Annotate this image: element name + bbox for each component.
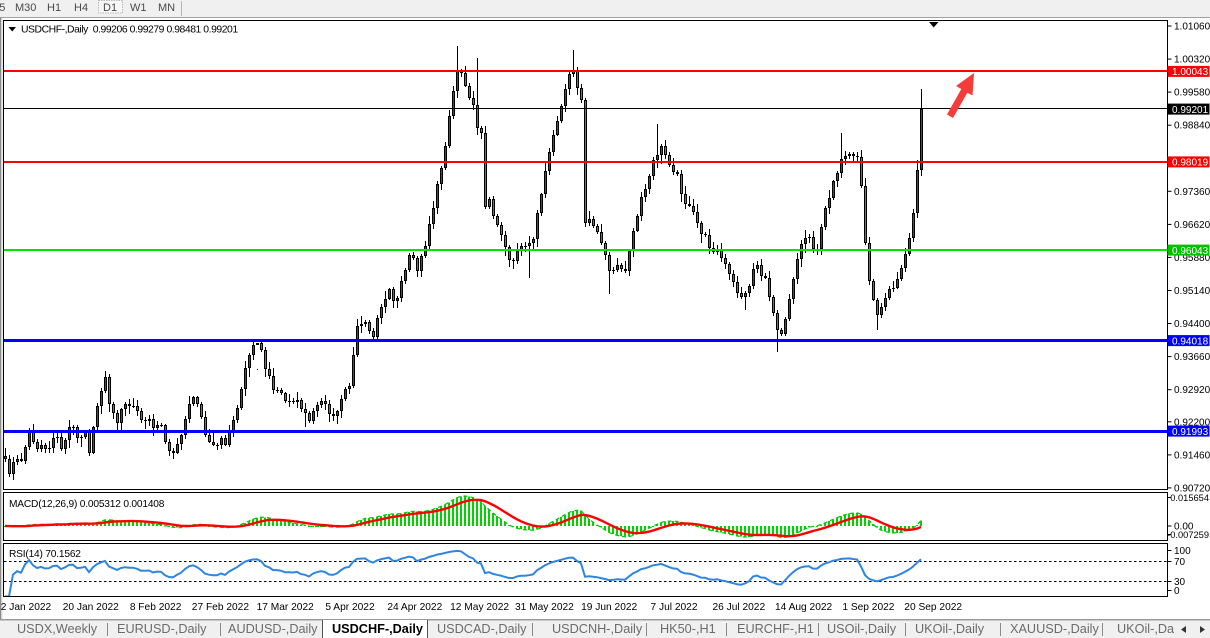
svg-text:MACD(12,26,9) 0.005312 0.00140: MACD(12,26,9) 0.005312 0.001408 bbox=[9, 499, 165, 510]
svg-text:W1: W1 bbox=[130, 2, 147, 14]
svg-text:1 Sep 2022: 1 Sep 2022 bbox=[842, 602, 894, 613]
svg-text:14 Aug 2022: 14 Aug 2022 bbox=[775, 602, 833, 613]
svg-text:XAUUSD-,Daily: XAUUSD-,Daily bbox=[1010, 622, 1099, 636]
svg-text:USDX,Weekly: USDX,Weekly bbox=[17, 622, 98, 636]
svg-text:0: 0 bbox=[1174, 586, 1180, 597]
svg-text:17 Mar 2022: 17 Mar 2022 bbox=[257, 602, 315, 613]
svg-text:H4: H4 bbox=[74, 2, 88, 14]
svg-text:0.94018: 0.94018 bbox=[1172, 336, 1209, 347]
svg-text:H1: H1 bbox=[47, 2, 61, 14]
svg-text:EURUSD-,Daily: EURUSD-,Daily bbox=[117, 622, 207, 636]
svg-text:RSI(14) 70.1562: RSI(14) 70.1562 bbox=[9, 549, 81, 560]
svg-text:D1: D1 bbox=[103, 2, 117, 14]
svg-text:USDCNH-,Daily: USDCNH-,Daily bbox=[552, 622, 643, 636]
svg-text:AUDUSD-,Daily: AUDUSD-,Daily bbox=[228, 622, 318, 636]
svg-text:MN: MN bbox=[158, 2, 175, 14]
svg-text:0.92920: 0.92920 bbox=[1174, 385, 1210, 396]
svg-text:M15: M15 bbox=[0, 2, 5, 14]
svg-text:UKOil-,Da: UKOil-,Da bbox=[1117, 622, 1175, 636]
svg-text:0.96043: 0.96043 bbox=[1172, 246, 1209, 257]
svg-text:0.99201: 0.99201 bbox=[1172, 105, 1209, 116]
svg-text:0.96620: 0.96620 bbox=[1174, 220, 1210, 231]
svg-text:26 Jul 2022: 26 Jul 2022 bbox=[712, 602, 765, 613]
svg-text:-0.007259: -0.007259 bbox=[1167, 530, 1209, 540]
svg-text:5 Apr 2022: 5 Apr 2022 bbox=[325, 602, 375, 613]
svg-text:2 Jan 2022: 2 Jan 2022 bbox=[1, 602, 52, 613]
svg-text:30: 30 bbox=[1174, 577, 1186, 588]
svg-text:0.95880: 0.95880 bbox=[1174, 253, 1210, 264]
svg-text:USDCHF-,Daily 0.99206 0.99279: USDCHF-,Daily 0.99206 0.99279 0.98481 0.… bbox=[21, 25, 238, 36]
svg-text:0.97360: 0.97360 bbox=[1174, 187, 1210, 198]
svg-text:USDCHF-,Daily: USDCHF-,Daily bbox=[332, 622, 423, 636]
svg-text:M30: M30 bbox=[15, 2, 36, 14]
svg-text:27 Feb 2022: 27 Feb 2022 bbox=[192, 602, 250, 613]
svg-text:0.90720: 0.90720 bbox=[1174, 483, 1210, 494]
svg-text:1.01060: 1.01060 bbox=[1174, 22, 1210, 33]
svg-text:0.91993: 0.91993 bbox=[1172, 427, 1209, 438]
svg-text:20 Jan 2022: 20 Jan 2022 bbox=[63, 602, 119, 613]
svg-text:0.99580: 0.99580 bbox=[1174, 88, 1210, 99]
svg-text:HK50-,H1: HK50-,H1 bbox=[660, 622, 716, 636]
svg-text:USOil-,Daily: USOil-,Daily bbox=[827, 622, 897, 636]
svg-text:7 Jul 2022: 7 Jul 2022 bbox=[650, 602, 697, 613]
svg-text:0.015654: 0.015654 bbox=[1170, 493, 1209, 503]
svg-text:8 Feb 2022: 8 Feb 2022 bbox=[130, 602, 182, 613]
svg-text:100: 100 bbox=[1174, 546, 1191, 557]
svg-text:20 Sep 2022: 20 Sep 2022 bbox=[904, 602, 962, 613]
svg-text:0.98019: 0.98019 bbox=[1172, 158, 1209, 169]
svg-text:19 Jun 2022: 19 Jun 2022 bbox=[581, 602, 637, 613]
svg-text:UKOil-,Daily: UKOil-,Daily bbox=[915, 622, 985, 636]
svg-text:12 May 2022: 12 May 2022 bbox=[450, 602, 509, 613]
svg-text:31 May 2022: 31 May 2022 bbox=[515, 602, 574, 613]
svg-text:EURCHF-,H1: EURCHF-,H1 bbox=[737, 622, 814, 636]
svg-text:0.91460: 0.91460 bbox=[1174, 450, 1210, 461]
svg-text:0.92200: 0.92200 bbox=[1174, 417, 1210, 428]
svg-text:1.00320: 1.00320 bbox=[1174, 55, 1210, 66]
svg-text:1.00043: 1.00043 bbox=[1172, 67, 1209, 78]
svg-text:70: 70 bbox=[1174, 557, 1186, 568]
svg-text:0.94400: 0.94400 bbox=[1174, 319, 1210, 330]
svg-text:24 Apr 2022: 24 Apr 2022 bbox=[387, 602, 442, 613]
svg-text:0.95140: 0.95140 bbox=[1174, 286, 1210, 297]
svg-text:0.98840: 0.98840 bbox=[1174, 121, 1210, 132]
svg-text:0.93660: 0.93660 bbox=[1174, 352, 1210, 363]
svg-text:0.00: 0.00 bbox=[1174, 522, 1194, 533]
svg-text:USDCAD-,Daily: USDCAD-,Daily bbox=[437, 622, 527, 636]
